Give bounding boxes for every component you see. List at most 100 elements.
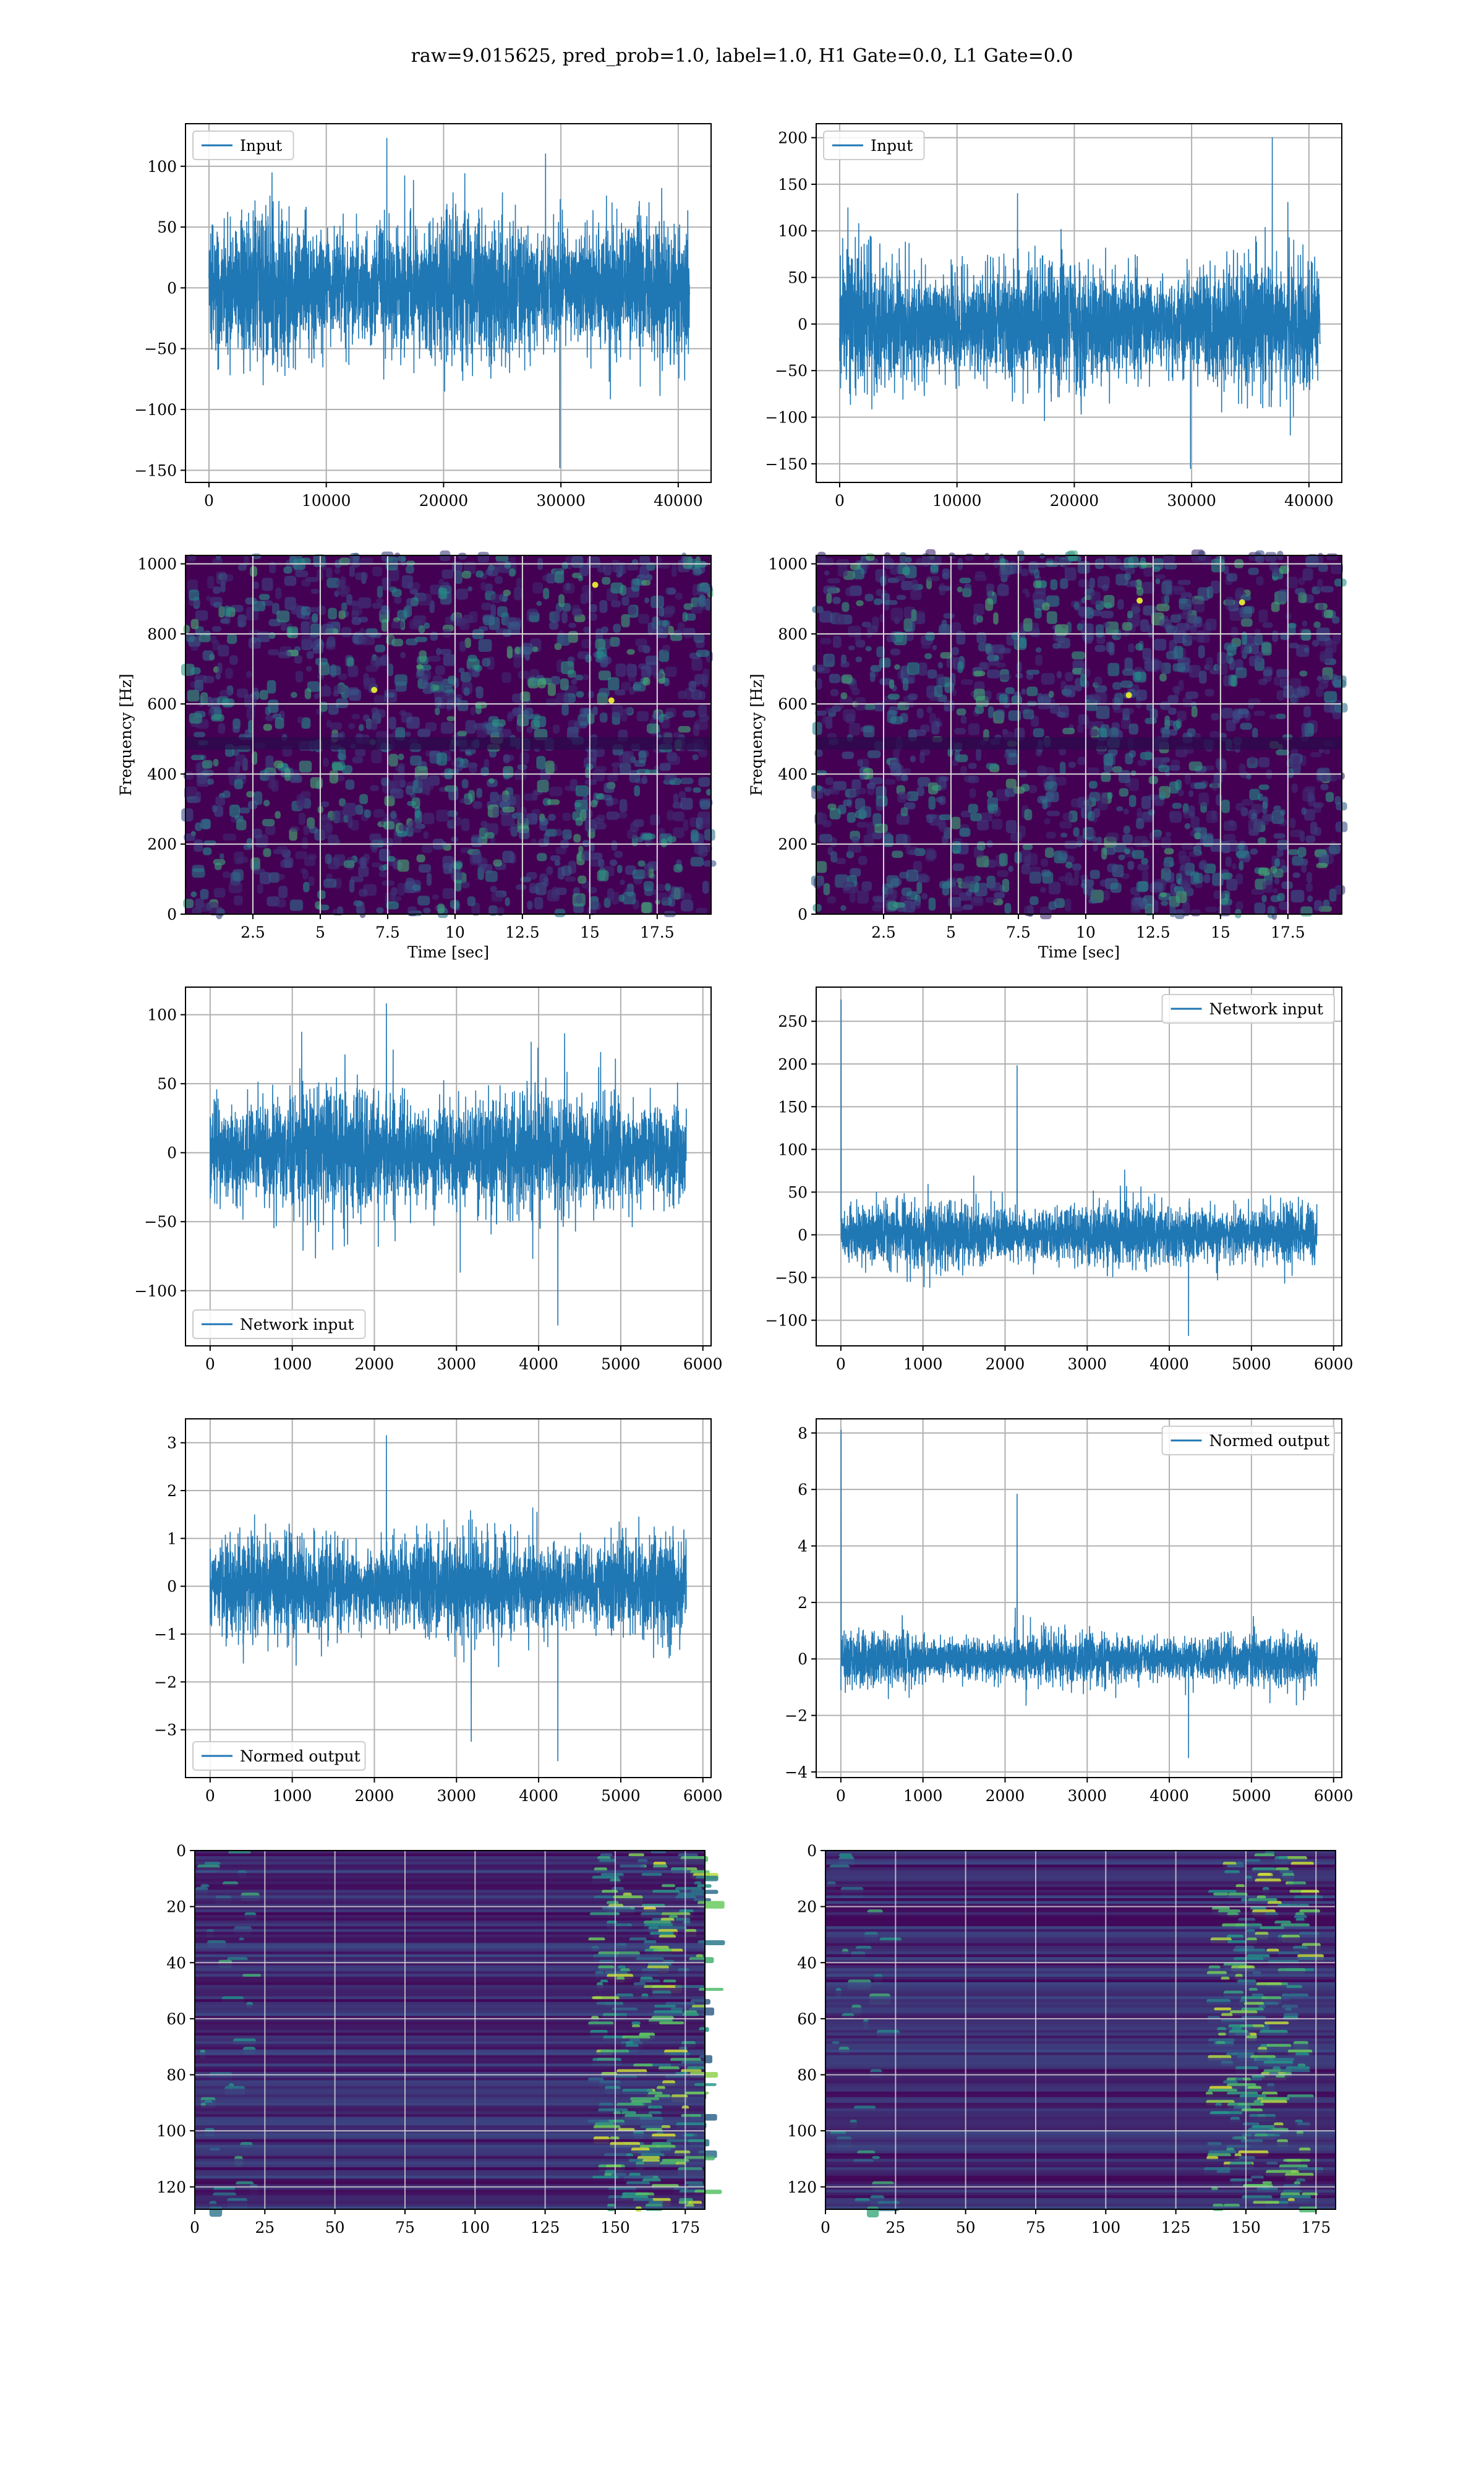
heatmap-bright-blob-8-46-1: [663, 1979, 676, 1984]
x-tick-label-6-4: 4000: [519, 1787, 558, 1805]
heatmap-cell-2-602: [658, 607, 665, 617]
heatmap-cell-2-433: [619, 799, 628, 813]
heatmap-cell-3-1307: [1165, 831, 1172, 837]
heatmap-cell-3-1389: [1316, 863, 1328, 868]
heatmap-cell-3-1363: [1331, 674, 1338, 686]
heatmap-cell-2-419: [318, 662, 330, 675]
heatmap-row-8-17: [195, 1898, 705, 1902]
heatmap-cell-3-672: [1318, 563, 1328, 572]
heatmap-cell-2-1000: [202, 769, 214, 776]
heatmap-cell-2-865: [610, 600, 621, 607]
heatmap-cell-3-1257: [1023, 709, 1034, 719]
heatmap-bright-blob-8-16-2: [594, 1895, 614, 1899]
heatmap-cell-2-1145: [228, 766, 236, 779]
heatmap-cell-2-947: [498, 794, 511, 807]
heatmap-row-9-66: [825, 2035, 1336, 2039]
heatmap-cell-2-404: [320, 801, 330, 807]
heatmap-cell-2-1170: [518, 829, 530, 839]
heatmap-cell-3-772: [952, 863, 965, 871]
heatmap-row-8-120: [195, 2186, 705, 2190]
heatmap-cell-3-712: [1221, 799, 1230, 813]
heatmap-row-9-69: [825, 2044, 1336, 2047]
heatmap-cell-3-410: [1073, 827, 1080, 837]
heatmap-cell-2-1017: [417, 896, 430, 905]
heatmap-cell-3-91: [1121, 717, 1131, 729]
heatmap-cell-3-961: [976, 855, 989, 868]
heatmap-cell-3-264: [916, 881, 923, 894]
heatmap-cell-2-451: [430, 631, 438, 641]
heatmap-cell-2-479: [510, 794, 521, 808]
heatmap-cell-2-1044: [218, 644, 229, 657]
heatmap-row-8-80: [195, 2074, 705, 2078]
heatmap-cell-3-468: [833, 635, 842, 648]
heatmap-cell-3-558: [894, 664, 900, 670]
heatmap-cell-3-942: [911, 579, 918, 592]
heatmap-cell-3-1046: [1025, 591, 1031, 598]
heatmap-cell-2-1016: [537, 678, 546, 688]
heatmap-cell-2-1052: [537, 780, 549, 793]
heatmap-cell-2-1278: [277, 899, 286, 908]
heatmap-cell-2-1336: [458, 552, 467, 560]
heatmap-cell-2-1305: [194, 711, 206, 718]
heatmap-cell-3-435: [1248, 567, 1259, 575]
heatmap-cell-2-1389: [297, 716, 304, 724]
heatmap-cell-3-1126: [1164, 705, 1172, 711]
y-tick-label-8-4: 80: [166, 2066, 186, 2084]
heatmap-row-9-92: [825, 2108, 1336, 2112]
heatmap-cell-2-1323: [383, 821, 395, 830]
heatmap-cell-3-1100: [830, 689, 839, 696]
heatmap-cell-2-790: [545, 760, 555, 774]
heatmap-row-9-34: [825, 1946, 1336, 1950]
heatmap-cell-3-1166: [1085, 887, 1091, 899]
heatmap-cell-2-21: [376, 907, 384, 914]
heatmap-cell-2-1318: [693, 567, 702, 576]
heatmap-cell-2-959: [690, 829, 699, 842]
heatmap-cell-2-1109: [355, 804, 364, 815]
heatmap-cell-2-909: [214, 863, 222, 870]
heatmap-cell-2-337: [349, 879, 355, 893]
heatmap-bright-blob-8-98-2: [640, 2125, 662, 2129]
heatmap-cell-2-710: [621, 682, 631, 691]
heatmap-bright-spot-3-0: [1125, 691, 1132, 698]
heatmap-cell-3-1334: [1093, 839, 1098, 852]
heatmap-bright-spot-2-1: [371, 687, 378, 693]
heatmap-cell-3-281: [824, 570, 830, 576]
heatmap-bright-blob-9-51-2: [1252, 1993, 1264, 1997]
heatmap-cell-2-1177: [364, 678, 375, 690]
heatmap-row-9-58: [825, 2013, 1336, 2016]
heatmap-cell-3-1319: [1248, 698, 1261, 705]
heatmap-cell-3-592: [921, 643, 931, 649]
heatmap-cell-2-1126: [641, 665, 652, 678]
heatmap-row-9-20: [825, 1906, 1336, 1910]
heatmap-row-8-68: [195, 2041, 705, 2045]
heatmap-cell-3-257: [1289, 678, 1302, 689]
heatmap-row-8-5: [195, 1864, 705, 1868]
plot-area-5: [816, 987, 1342, 1346]
x-tick-label-4-4: 4000: [519, 1355, 558, 1373]
heatmap-row-9-16: [825, 1895, 1336, 1899]
heatmap-cell-3-642: [1060, 833, 1068, 838]
heatmap-cell-2-1257: [307, 607, 318, 613]
heatmap-row-9-123: [825, 2195, 1336, 2199]
heatmap-row-8-77: [195, 2066, 705, 2070]
heatmap-cell-3-218: [1040, 906, 1052, 920]
panel-6: 0 1000 2000 3000 4000 5000 6000−3−2−10123Norme…: [154, 1418, 723, 1805]
heatmap-cell-2-1251: [341, 627, 352, 638]
heatmap-row-8-12: [195, 1884, 705, 1888]
heatmap-row-9-42: [825, 1968, 1336, 1972]
heatmap-cell-3-1227: [855, 631, 861, 644]
x-tick-label-0-1: 10000: [302, 492, 351, 510]
heatmap-cell-3-923: [1235, 873, 1243, 884]
heatmap-cell-3-1032: [1323, 701, 1336, 713]
heatmap-cell-2-676: [334, 567, 341, 575]
heatmap-cell-2-725: [190, 891, 197, 897]
legend-box-6: [192, 1741, 366, 1771]
heatmap-cell-3-1321: [1013, 691, 1021, 702]
y-tick-label-8-6: 120: [156, 2178, 186, 2196]
panel-3: 2.5 5 7.5 10 12.5 15 17.502004006008001000Time…: [748, 549, 1348, 961]
heatmap-cell-3-1015: [1210, 839, 1223, 852]
heatmap-row-9-106: [825, 2147, 1336, 2151]
heatmap-cell-2-1301: [252, 601, 266, 612]
